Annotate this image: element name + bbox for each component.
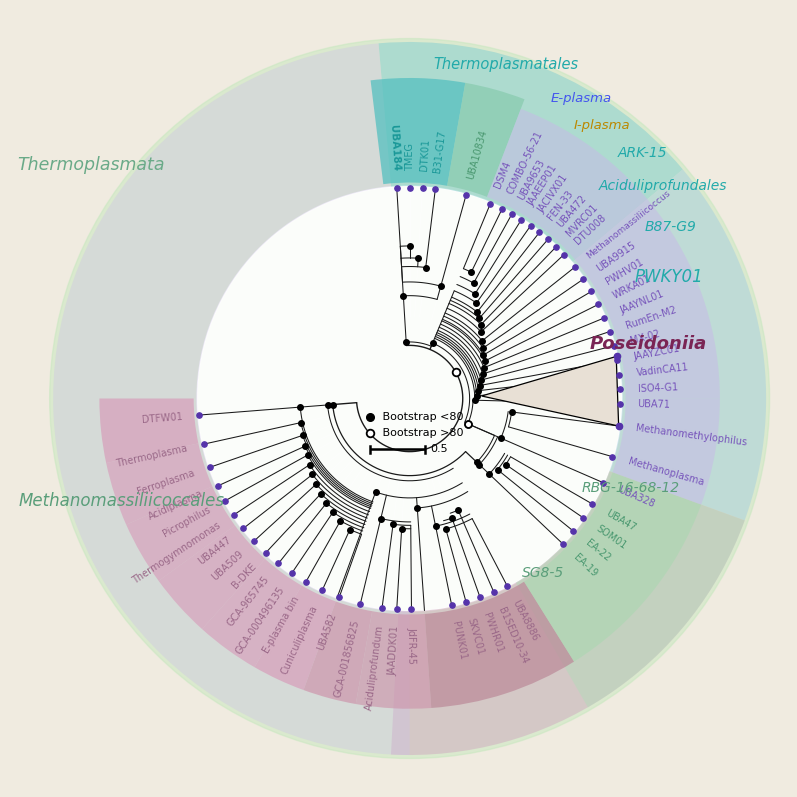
Text: SKVC01: SKVC01 <box>465 617 485 656</box>
Text: EA-22: EA-22 <box>583 538 612 563</box>
Text: JAAYZC01: JAAYZC01 <box>633 344 681 362</box>
Text: UBA10834: UBA10834 <box>465 128 489 180</box>
Wedge shape <box>425 582 574 708</box>
Text: Aciduliprofundum: Aciduliprofundum <box>363 624 385 711</box>
Text: PWKY01: PWKY01 <box>634 268 703 286</box>
Text: DTFW01: DTFW01 <box>141 411 183 425</box>
Text: B1SED10-34: B1SED10-34 <box>496 606 529 665</box>
Wedge shape <box>487 109 720 398</box>
Text: Methanoplasma: Methanoplasma <box>627 457 705 488</box>
Wedge shape <box>106 443 212 524</box>
Wedge shape <box>100 398 198 463</box>
Text: UBA184: UBA184 <box>388 124 401 171</box>
Wedge shape <box>371 78 465 186</box>
Text: FEN-33: FEN-33 <box>546 188 575 222</box>
Text: Aciduliprofundales: Aciduliprofundales <box>599 179 728 193</box>
Text: EA-19: EA-19 <box>571 552 599 579</box>
Text: UBA472: UBA472 <box>556 194 589 230</box>
Text: UBA47: UBA47 <box>605 508 638 533</box>
Wedge shape <box>53 43 410 755</box>
Text: DTU008: DTU008 <box>573 213 608 247</box>
Text: UBA509: UBA509 <box>210 549 245 583</box>
Text: GCA-000496135: GCA-000496135 <box>234 585 286 656</box>
Wedge shape <box>516 471 744 707</box>
Text: B87-G9: B87-G9 <box>644 220 696 234</box>
Text: I-plasma: I-plasma <box>573 120 630 132</box>
Text: COMBO-56-21: COMBO-56-21 <box>505 129 544 196</box>
Wedge shape <box>613 398 720 505</box>
Text: E-plasma: E-plasma <box>551 92 611 105</box>
Text: JdFR-45: JdFR-45 <box>406 626 417 663</box>
Circle shape <box>197 186 622 611</box>
Text: Picrophilus: Picrophilus <box>162 505 213 539</box>
Text: Methanomassiliicoccales: Methanomassiliicoccales <box>18 493 225 510</box>
Text: PWHV01: PWHV01 <box>603 257 645 287</box>
Wedge shape <box>159 525 265 629</box>
Wedge shape <box>447 83 524 197</box>
Text: UBA582: UBA582 <box>316 612 338 652</box>
Text: JAAEEP01: JAAEEP01 <box>526 163 559 208</box>
Text: RBG-16-68-12: RBG-16-68-12 <box>582 481 680 495</box>
Wedge shape <box>126 486 235 581</box>
Text: B-DKE: B-DKE <box>230 562 257 591</box>
Wedge shape <box>254 586 336 690</box>
Text: RumEn-M2: RumEn-M2 <box>624 304 677 331</box>
Wedge shape <box>391 471 744 755</box>
Text: Ferroplasma: Ferroplasma <box>135 468 196 497</box>
Polygon shape <box>481 356 618 426</box>
Text: MVRC01: MVRC01 <box>564 202 599 238</box>
Text: DSM4: DSM4 <box>493 159 512 190</box>
Text: VadinCA11: VadinCA11 <box>635 362 689 378</box>
Text: Methanomethylophilus: Methanomethylophilus <box>635 423 748 448</box>
Text: Thermogymnomonas: Thermogymnomonas <box>131 520 222 586</box>
Text: JAADDK01: JAADDK01 <box>387 626 401 677</box>
Text: DTK01: DTK01 <box>418 139 430 171</box>
Text: Bootstrap >80: Bootstrap >80 <box>379 429 463 438</box>
Text: PWHR01: PWHR01 <box>481 612 505 655</box>
Text: Thermoplasma: Thermoplasma <box>115 443 188 469</box>
Text: Thermoplasmatales: Thermoplasmatales <box>433 57 578 72</box>
Wedge shape <box>202 559 301 667</box>
Text: E-plasma bin: E-plasma bin <box>261 595 302 655</box>
Text: WRKA01: WRKA01 <box>611 273 653 301</box>
Text: Poseidoniia: Poseidoniia <box>589 335 706 352</box>
Text: SOM01: SOM01 <box>595 524 629 552</box>
Circle shape <box>49 38 770 759</box>
Text: UBA447: UBA447 <box>196 535 233 567</box>
Text: Methanomassiliicoccus: Methanomassiliicoccus <box>585 188 673 260</box>
Text: TMEG: TMEG <box>405 143 414 171</box>
Text: ARK-15: ARK-15 <box>618 147 668 160</box>
Text: B31-G17: B31-G17 <box>433 129 448 173</box>
Text: SG8-5: SG8-5 <box>522 567 564 580</box>
Wedge shape <box>572 169 766 520</box>
Wedge shape <box>379 42 683 262</box>
Text: UBA8886: UBA8886 <box>510 599 540 643</box>
Text: JAAYNL01: JAAYNL01 <box>618 289 665 316</box>
Wedge shape <box>304 602 372 704</box>
Wedge shape <box>355 611 431 709</box>
Text: UBA71: UBA71 <box>638 399 670 410</box>
Text: Acidiplasma: Acidiplasma <box>147 489 204 522</box>
Text: GCA-001856825: GCA-001856825 <box>333 619 361 699</box>
Text: PUNK01: PUNK01 <box>450 621 468 662</box>
Text: UBA9653: UBA9653 <box>516 157 547 202</box>
Text: Cuniculiplasma: Cuniculiplasma <box>280 604 320 676</box>
Text: Thermoplasmata: Thermoplasmata <box>17 156 164 175</box>
Text: UBA328: UBA328 <box>617 485 657 509</box>
Text: MX-02: MX-02 <box>629 329 662 346</box>
Text: ISO4-G1: ISO4-G1 <box>637 382 677 394</box>
Text: Bootstrap <80: Bootstrap <80 <box>379 412 463 422</box>
Wedge shape <box>524 473 701 662</box>
Text: JACIVX01: JACIVX01 <box>536 172 570 214</box>
Text: 0.5: 0.5 <box>430 444 448 454</box>
Text: GCA-965745: GCA-965745 <box>226 574 272 628</box>
Text: UBA9915: UBA9915 <box>595 240 638 273</box>
